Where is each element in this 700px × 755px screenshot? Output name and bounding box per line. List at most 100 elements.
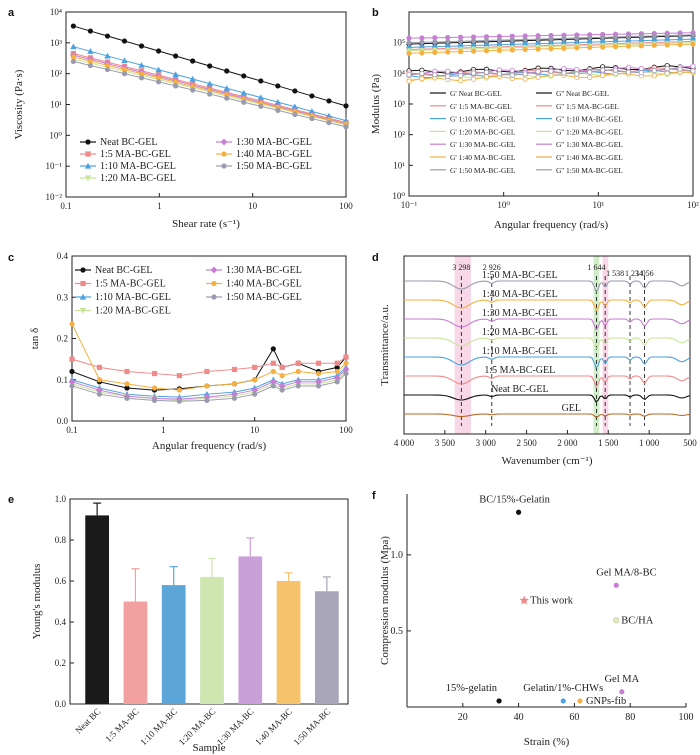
data-point (231, 381, 238, 387)
y-tick-label: 0.5 (391, 626, 404, 637)
data-point-star (519, 595, 529, 605)
data-point (516, 509, 522, 515)
data-point (561, 70, 567, 76)
y-tick-label: 0.6 (55, 576, 67, 586)
data-point (173, 53, 179, 59)
y-tick-label: 1.0 (391, 550, 404, 561)
data-point (522, 76, 528, 82)
x-tick-label: 1 (161, 425, 166, 435)
y-tick-label: 10⁵ (393, 38, 405, 48)
y-tick-label: 10⁴ (393, 68, 405, 78)
data-point (535, 36, 541, 42)
data-point (326, 120, 332, 126)
legend-entry: 1:20 MA-BC-GEL (95, 306, 171, 317)
data-point (96, 364, 103, 370)
data-point (509, 72, 515, 78)
data-point (638, 33, 644, 39)
data-point (613, 582, 619, 588)
legend-entry: G' Neat BC-GEL (450, 89, 502, 98)
data-point (651, 68, 657, 74)
legend-entry: 1:20 MA-BC-GEL (100, 173, 176, 184)
legend-entry: G'' 1:40 MA-BC-GEL (556, 153, 623, 162)
data-point (325, 112, 333, 119)
y-tick-label: 0.0 (57, 416, 69, 426)
data-point (587, 69, 593, 75)
legend-entry: G'' 1:10 MA-BC-GEL (556, 115, 623, 124)
y-tick-label: 10⁻² (46, 192, 63, 202)
x-tick-label: 10 (250, 425, 260, 435)
legend-marker (80, 267, 86, 273)
data-point (295, 368, 301, 375)
peak-label: 3 298 (452, 263, 470, 272)
legend-marker (221, 163, 227, 169)
data-point (419, 50, 425, 56)
data-point (496, 698, 502, 704)
data-point (279, 387, 285, 393)
data-point (334, 364, 340, 370)
legend-entry: 1:50 MA-BC-GEL (226, 292, 302, 303)
data-point (458, 38, 464, 44)
data-point (561, 35, 567, 41)
y-tick-label: 10¹ (393, 160, 405, 170)
data-point (258, 103, 264, 109)
data-point (432, 49, 438, 56)
data-point (151, 385, 158, 391)
legend-entry: 1:30 MA-BC-GEL (236, 137, 312, 148)
data-point (445, 34, 451, 41)
x-tick-label: 100 (339, 425, 353, 435)
data-point (173, 83, 179, 89)
data-point (664, 65, 670, 72)
data-point (275, 83, 281, 89)
legend-entry: G' 1:10 MA-BC-GEL (450, 115, 516, 124)
data-point (509, 33, 515, 39)
data-point (315, 370, 322, 377)
data-point (309, 93, 315, 99)
data-point (138, 75, 145, 81)
x-tick-label: 4 000 (394, 438, 415, 448)
x-tick-label: 10⁰ (497, 200, 510, 210)
point-label: GNPs-fib (586, 696, 626, 707)
data-point (121, 66, 128, 73)
data-point (204, 368, 210, 375)
spectrum-line (404, 280, 691, 293)
data-point (690, 63, 696, 69)
data-point (535, 74, 541, 80)
data-point (535, 68, 541, 75)
data-point (172, 71, 179, 78)
data-point (577, 698, 583, 704)
data-point (87, 28, 94, 34)
spectrum-label: 1:30 MA-BC-GEL (482, 308, 558, 319)
data-point (87, 62, 94, 69)
data-point (509, 47, 515, 53)
x-tick-label: 2 500 (516, 438, 537, 448)
y-axis-label: Young's modulus (31, 564, 43, 640)
data-point (257, 94, 265, 101)
data-point (677, 41, 683, 48)
data-point (190, 58, 196, 64)
data-point (124, 395, 130, 401)
y-axis-label: Viscosity (Pa·s) (13, 69, 25, 139)
data-point (522, 36, 528, 43)
spectrum-label: 1:5 MA-BC-GEL (484, 365, 555, 376)
data-point (470, 76, 477, 82)
panel-d: d 4 000 3 500 3 000 2 500 2 000 1 500 1 000 500 W… (372, 252, 697, 467)
bar (238, 556, 263, 704)
data-point (334, 368, 340, 375)
data-point (483, 69, 490, 75)
series-line (71, 356, 347, 377)
data-point (496, 37, 502, 43)
x-tick-label: 40 (514, 712, 524, 723)
y-tick-label: 0.8 (55, 535, 67, 545)
data-point (308, 108, 316, 114)
data-point (241, 99, 247, 105)
data-point (70, 58, 76, 64)
data-point (69, 383, 75, 389)
x-tick-label: 10 (248, 201, 258, 211)
data-point (251, 386, 259, 394)
data-point (470, 34, 477, 40)
legend-entry: Neat BC-GEL (95, 265, 153, 276)
data-point (638, 70, 644, 76)
data-point (155, 79, 162, 85)
y-tick-label: 10² (393, 130, 405, 140)
